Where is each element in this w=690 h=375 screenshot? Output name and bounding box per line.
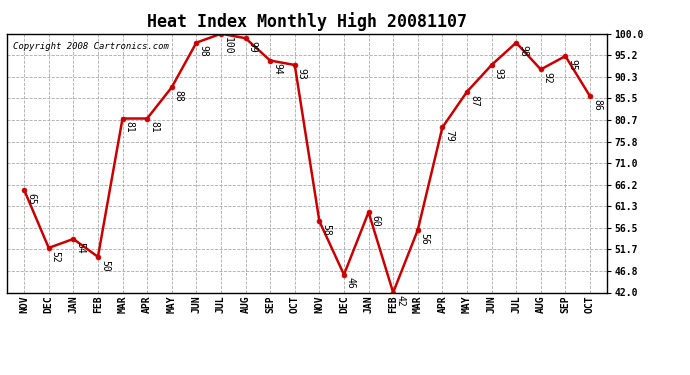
Text: 79: 79 bbox=[444, 130, 454, 142]
Text: 52: 52 bbox=[50, 251, 61, 262]
Text: 95: 95 bbox=[567, 59, 578, 70]
Text: Copyright 2008 Cartronics.com: Copyright 2008 Cartronics.com bbox=[13, 42, 169, 51]
Text: 50: 50 bbox=[100, 260, 110, 272]
Text: 60: 60 bbox=[371, 215, 380, 227]
Text: 42: 42 bbox=[395, 295, 405, 307]
Text: 93: 93 bbox=[297, 68, 306, 80]
Text: 46: 46 bbox=[346, 278, 356, 289]
Text: 92: 92 bbox=[543, 72, 553, 84]
Text: 98: 98 bbox=[518, 45, 528, 57]
Text: 54: 54 bbox=[75, 242, 86, 254]
Text: 98: 98 bbox=[198, 45, 208, 57]
Text: 56: 56 bbox=[420, 233, 430, 244]
Text: 81: 81 bbox=[124, 121, 135, 133]
Text: 81: 81 bbox=[149, 121, 159, 133]
Text: 88: 88 bbox=[174, 90, 184, 102]
Text: 99: 99 bbox=[248, 41, 257, 53]
Title: Heat Index Monthly High 20081107: Heat Index Monthly High 20081107 bbox=[147, 12, 467, 31]
Text: 65: 65 bbox=[26, 193, 36, 204]
Text: 86: 86 bbox=[592, 99, 602, 111]
Text: 93: 93 bbox=[493, 68, 504, 80]
Text: 58: 58 bbox=[322, 224, 331, 236]
Text: 87: 87 bbox=[469, 94, 479, 106]
Text: 100: 100 bbox=[223, 36, 233, 54]
Text: 94: 94 bbox=[272, 63, 282, 75]
